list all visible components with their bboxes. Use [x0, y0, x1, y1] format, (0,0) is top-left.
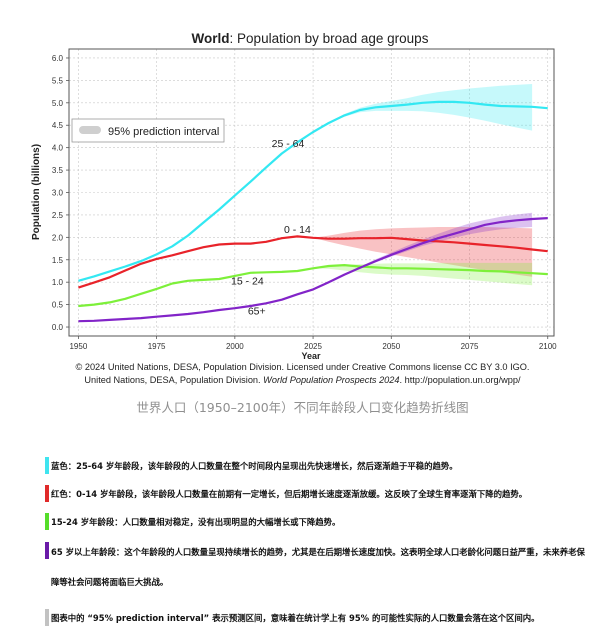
- y-tick-label: 4.0: [52, 144, 64, 153]
- y-tick-label: 0.0: [52, 323, 64, 332]
- note-text: 15-24 岁年龄段：人口数量相对稳定，没有出现明显的大幅增长或下降趋势。: [51, 517, 341, 527]
- series-label: 25 - 64: [272, 138, 305, 150]
- legend-swatch: [79, 126, 101, 134]
- prediction-band: [313, 84, 533, 132]
- y-tick-label: 4.5: [52, 121, 64, 130]
- chart-title-rest: : Population by broad age groups: [230, 31, 429, 46]
- chart-title: World: Population by broad age groups: [192, 31, 429, 46]
- chart-title-bold: World: [192, 31, 230, 46]
- series-line: [78, 100, 548, 282]
- note-red: 红色：0-14 岁年龄段，该年龄段人口数量在前期有一定增长，但后期增长速度逐渐放…: [45, 483, 590, 502]
- y-tick-label: 0.5: [52, 301, 64, 310]
- credit-text-a: United Nations, DESA, Population Divisio…: [84, 375, 264, 385]
- credit-italic: World Population Prospects 2024: [263, 375, 400, 385]
- note-text: 图表中的 “95% prediction interval” 表示预测区间，意味…: [51, 613, 540, 623]
- x-tick-label: 1950: [69, 342, 87, 351]
- x-tick-label: 2100: [539, 342, 557, 351]
- note-purple: 65 岁以上年龄段：这个年龄段的人口数量呈现持续增长的趋势，尤其是在后期增长速度…: [45, 540, 590, 597]
- note-marker: [45, 609, 49, 626]
- population-chart: World: Population by broad age groups 0.…: [31, 31, 557, 361]
- note-gray: 图表中的 “95% prediction interval” 表示预测区间，意味…: [45, 607, 590, 626]
- x-tick-label: 1975: [148, 342, 166, 351]
- series-label: 15 - 24: [231, 275, 264, 287]
- note-marker: [45, 513, 49, 530]
- x-tick-label: 2025: [304, 342, 322, 351]
- y-tick-label: 3.0: [52, 189, 64, 198]
- y-tick-label: 2.0: [52, 233, 64, 242]
- y-tick-label: 3.5: [52, 166, 64, 175]
- y-tick-label: 5.0: [52, 99, 64, 108]
- credit-line-1: © 2024 United Nations, DESA, Population …: [75, 362, 530, 372]
- note-green: 15-24 岁年龄段：人口数量相对稳定，没有出现明显的大幅增长或下降趋势。: [45, 511, 590, 530]
- note-text: 65 岁以上年龄段：这个年龄段的人口数量呈现持续增长的趋势，尤其是在后期增长速度…: [51, 547, 585, 587]
- x-tick-label: 2075: [461, 342, 479, 351]
- y-tick-label: 2.5: [52, 211, 64, 220]
- legend-label: 95% prediction interval: [108, 126, 219, 138]
- note-text: 蓝色：25-64 岁年龄段，该年龄段的人口数量在整个时间段内呈现出先快速增长，然…: [51, 461, 458, 471]
- credit-line-2: United Nations, DESA, Population Divisio…: [0, 375, 605, 385]
- series-line: [78, 217, 548, 323]
- legend: 95% prediction interval: [71, 118, 225, 143]
- y-tick-label: 1.0: [52, 278, 64, 287]
- note-marker: [45, 485, 49, 502]
- prediction-band: [313, 212, 533, 290]
- series-line: [78, 264, 548, 308]
- note-blue: 蓝色：25-64 岁年龄段，该年龄段的人口数量在整个时间段内呈现出先快速增长，然…: [45, 455, 590, 474]
- prediction-band: [313, 227, 533, 277]
- note-marker: [45, 542, 49, 559]
- y-tick-label: 6.0: [52, 54, 64, 63]
- series-line: [78, 235, 548, 289]
- y-axis-label: Population (billions): [31, 144, 42, 240]
- figure-caption: 世界人口（1950–2100年）不同年龄段人口变化趋势折线图: [136, 400, 469, 415]
- series-label: 65+: [248, 305, 266, 317]
- y-tick-label: 5.5: [52, 76, 64, 85]
- x-tick-label: 2050: [382, 342, 400, 351]
- note-marker: [45, 457, 49, 474]
- y-tick-label: 1.5: [52, 256, 64, 265]
- x-tick-label: 2000: [226, 342, 244, 351]
- note-text: 红色：0-14 岁年龄段，该年龄段人口数量在前期有一定增长，但后期增长速度逐渐放…: [51, 489, 528, 499]
- credit-text-b: . http://population.un.org/wpp/: [399, 375, 521, 385]
- legend-box: [71, 118, 225, 143]
- x-axis-label: Year: [301, 351, 321, 361]
- series-label: 0 - 14: [284, 224, 311, 236]
- prediction-band: [313, 262, 533, 286]
